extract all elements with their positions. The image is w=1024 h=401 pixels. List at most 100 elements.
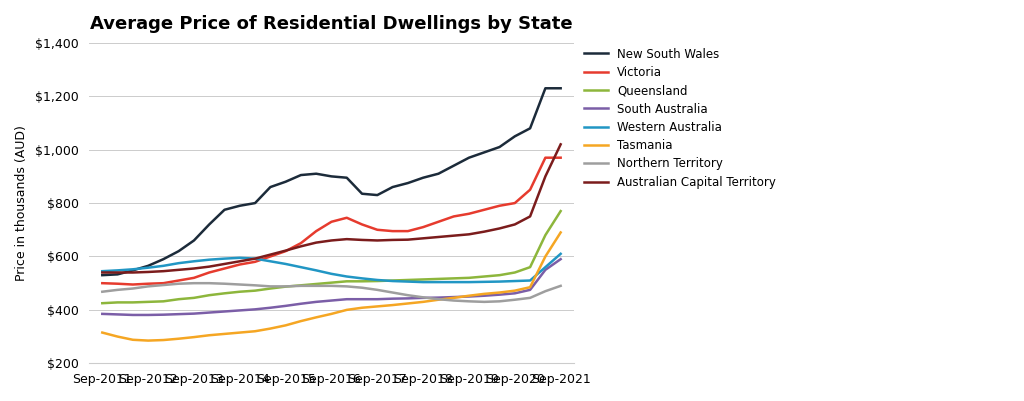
Queensland <box>158 299 170 304</box>
Tasmania <box>341 308 353 312</box>
Line: New South Wales: New South Wales <box>102 88 561 275</box>
South Australia <box>417 296 429 300</box>
Victoria <box>233 262 246 267</box>
Legend: New South Wales, Victoria, Queensland, South Australia, Western Australia, Tasma: New South Wales, Victoria, Queensland, S… <box>580 43 780 194</box>
Queensland <box>401 277 414 282</box>
Australian Capital Territory <box>158 269 170 273</box>
Queensland <box>233 289 246 294</box>
Australian Capital Territory <box>280 248 292 253</box>
Tasmania <box>509 288 521 293</box>
Tasmania <box>264 326 276 331</box>
South Australia <box>401 296 414 301</box>
Queensland <box>509 270 521 275</box>
South Australia <box>96 312 109 316</box>
Queensland <box>540 233 552 237</box>
Victoria <box>326 219 338 224</box>
Victoria <box>432 219 444 224</box>
Victoria <box>371 227 383 232</box>
Victoria <box>356 222 369 227</box>
Victoria <box>249 259 261 264</box>
New South Wales <box>386 184 398 189</box>
New South Wales <box>264 184 276 189</box>
Tasmania <box>172 336 184 341</box>
Victoria <box>158 281 170 286</box>
Victoria <box>540 155 552 160</box>
South Australia <box>142 312 155 317</box>
Queensland <box>112 300 124 305</box>
New South Wales <box>280 179 292 184</box>
Victoria <box>494 203 506 208</box>
Western Australia <box>249 256 261 261</box>
Victoria <box>187 275 200 280</box>
Western Australia <box>280 261 292 266</box>
Tasmania <box>142 338 155 343</box>
Western Australia <box>555 251 567 256</box>
Western Australia <box>310 268 323 273</box>
Tasmania <box>280 323 292 328</box>
Northern Territory <box>341 284 353 289</box>
Northern Territory <box>494 299 506 304</box>
Northern Territory <box>326 284 338 288</box>
South Australia <box>326 298 338 303</box>
Australian Capital Territory <box>187 266 200 271</box>
Australian Capital Territory <box>478 229 490 234</box>
Western Australia <box>295 265 307 269</box>
Western Australia <box>417 280 429 285</box>
New South Wales <box>127 268 139 273</box>
Australian Capital Territory <box>401 237 414 242</box>
Victoria <box>555 155 567 160</box>
Queensland <box>341 279 353 284</box>
Western Australia <box>233 255 246 260</box>
Western Australia <box>341 274 353 279</box>
Victoria <box>509 200 521 205</box>
New South Wales <box>432 171 444 176</box>
Queensland <box>555 209 567 213</box>
South Australia <box>233 308 246 313</box>
Tasmania <box>96 330 109 335</box>
South Australia <box>158 312 170 317</box>
Western Australia <box>218 256 230 261</box>
Victoria <box>142 282 155 286</box>
Australian Capital Territory <box>371 238 383 243</box>
Queensland <box>432 277 444 282</box>
Northern Territory <box>478 300 490 304</box>
Western Australia <box>203 257 215 262</box>
Northern Territory <box>432 297 444 302</box>
Northern Territory <box>401 293 414 298</box>
Western Australia <box>386 279 398 284</box>
South Australia <box>341 297 353 302</box>
Victoria <box>417 225 429 229</box>
Y-axis label: Price in thousands (AUD): Price in thousands (AUD) <box>15 125 28 281</box>
South Australia <box>187 311 200 316</box>
Tasmania <box>524 285 537 290</box>
Tasmania <box>540 254 552 259</box>
South Australia <box>494 292 506 297</box>
Tasmania <box>203 333 215 338</box>
Line: Tasmania: Tasmania <box>102 233 561 340</box>
Northern Territory <box>142 284 155 289</box>
Northern Territory <box>371 288 383 292</box>
Tasmania <box>249 329 261 334</box>
Queensland <box>494 273 506 277</box>
Tasmania <box>447 296 460 300</box>
South Australia <box>295 301 307 306</box>
South Australia <box>371 297 383 302</box>
South Australia <box>112 312 124 317</box>
New South Wales <box>463 155 475 160</box>
Victoria <box>386 229 398 233</box>
Victoria <box>112 282 124 286</box>
South Australia <box>280 304 292 308</box>
New South Wales <box>540 86 552 91</box>
Western Australia <box>494 279 506 284</box>
New South Wales <box>203 222 215 227</box>
Australian Capital Territory <box>417 236 429 241</box>
New South Wales <box>417 175 429 180</box>
South Australia <box>356 297 369 302</box>
Queensland <box>386 278 398 283</box>
Northern Territory <box>417 295 429 300</box>
South Australia <box>386 296 398 301</box>
Tasmania <box>187 335 200 340</box>
New South Wales <box>371 192 383 197</box>
Northern Territory <box>127 286 139 291</box>
Queensland <box>463 275 475 280</box>
